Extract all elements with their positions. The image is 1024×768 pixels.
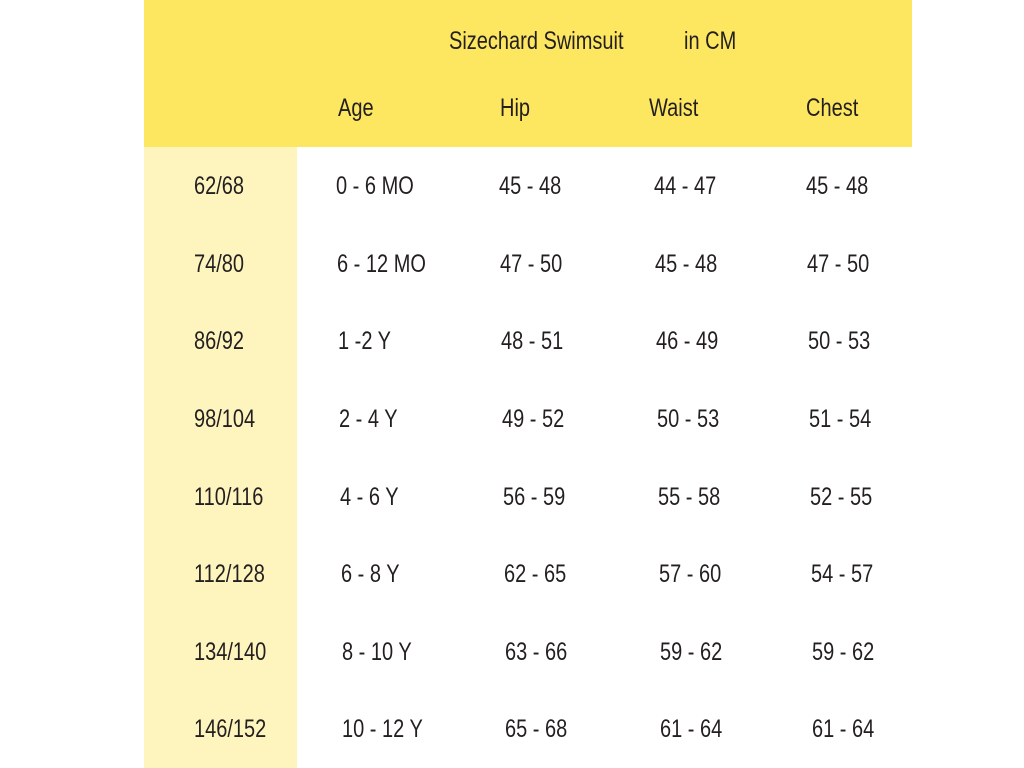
cell-age: 2 - 4 Y — [339, 404, 398, 433]
cell-size: 86/92 — [194, 327, 245, 356]
cell-size: 74/80 — [194, 249, 245, 278]
cell-waist: 50 - 53 — [657, 404, 720, 433]
cell-waist: 57 - 60 — [659, 560, 722, 589]
cell-chest: 47 - 50 — [807, 249, 870, 278]
cell-hip: 63 - 66 — [505, 637, 568, 666]
table-row: 86/92 1 -2 Y 48 - 51 46 - 49 50 - 53 — [144, 302, 912, 380]
cell-size: 62/68 — [194, 172, 245, 200]
cell-waist: 46 - 49 — [656, 327, 719, 356]
cell-chest: 52 - 55 — [810, 482, 873, 511]
cell-waist: 44 - 47 — [654, 172, 717, 200]
cell-chest: 45 - 48 — [806, 172, 869, 200]
cell-hip: 65 - 68 — [505, 715, 568, 744]
cell-chest: 50 - 53 — [808, 327, 871, 356]
cell-age: 1 -2 Y — [338, 327, 391, 356]
cell-chest: 59 - 62 — [812, 637, 875, 666]
cell-size: 146/152 — [194, 715, 267, 744]
table-row: 134/140 8 - 10 Y 63 - 66 59 - 62 59 - 62 — [144, 613, 912, 691]
column-header-age: Age — [338, 94, 374, 122]
cell-size: 134/140 — [194, 637, 267, 666]
cell-age: 0 - 6 MO — [336, 172, 414, 200]
cell-age: 6 - 12 MO — [337, 249, 426, 278]
cell-waist: 61 - 64 — [660, 715, 723, 744]
cell-chest: 54 - 57 — [811, 560, 874, 589]
table-row: 110/116 4 - 6 Y 56 - 59 55 - 58 52 - 55 — [144, 458, 912, 536]
column-header-hip: Hip — [500, 94, 531, 122]
column-header-chest: Chest — [806, 94, 859, 122]
cell-age: 6 - 8 Y — [341, 560, 400, 589]
table-row: 98/104 2 - 4 Y 49 - 52 50 - 53 51 - 54 — [144, 380, 912, 458]
cell-hip: 56 - 59 — [503, 482, 566, 511]
cell-size: 112/128 — [194, 560, 265, 589]
cell-age: 8 - 10 Y — [342, 637, 412, 666]
cell-hip: 47 - 50 — [500, 249, 563, 278]
cell-age: 4 - 6 Y — [340, 482, 399, 511]
cell-size: 98/104 — [194, 404, 256, 433]
cell-hip: 45 - 48 — [499, 172, 562, 200]
size-column — [144, 147, 297, 768]
cell-chest: 61 - 64 — [812, 715, 875, 744]
cell-age: 10 - 12 Y — [342, 715, 423, 744]
table-row: 112/128 6 - 8 Y 62 - 65 57 - 60 54 - 57 — [144, 535, 912, 613]
cell-chest: 51 - 54 — [809, 404, 872, 433]
chart-title: Sizechard Swimsuit — [449, 27, 624, 55]
size-chart: Sizechard Swimsuit in CM Age Hip Waist C… — [144, 0, 912, 768]
chart-header: Sizechard Swimsuit in CM Age Hip Waist C… — [144, 0, 912, 147]
unit-label: in CM — [684, 27, 737, 55]
column-header-waist: Waist — [649, 94, 699, 122]
table-row: 62/68 0 - 6 MO 45 - 48 44 - 47 45 - 48 — [144, 147, 912, 225]
table-row: 146/152 10 - 12 Y 65 - 68 61 - 64 61 - 64 — [144, 690, 912, 768]
cell-hip: 49 - 52 — [502, 404, 565, 433]
cell-size: 110/116 — [194, 482, 264, 511]
cell-waist: 59 - 62 — [660, 637, 723, 666]
cell-hip: 48 - 51 — [501, 327, 564, 356]
table-row: 74/80 6 - 12 MO 47 - 50 45 - 48 47 - 50 — [144, 225, 912, 303]
cell-waist: 55 - 58 — [658, 482, 721, 511]
cell-hip: 62 - 65 — [504, 560, 567, 589]
cell-waist: 45 - 48 — [655, 249, 718, 278]
